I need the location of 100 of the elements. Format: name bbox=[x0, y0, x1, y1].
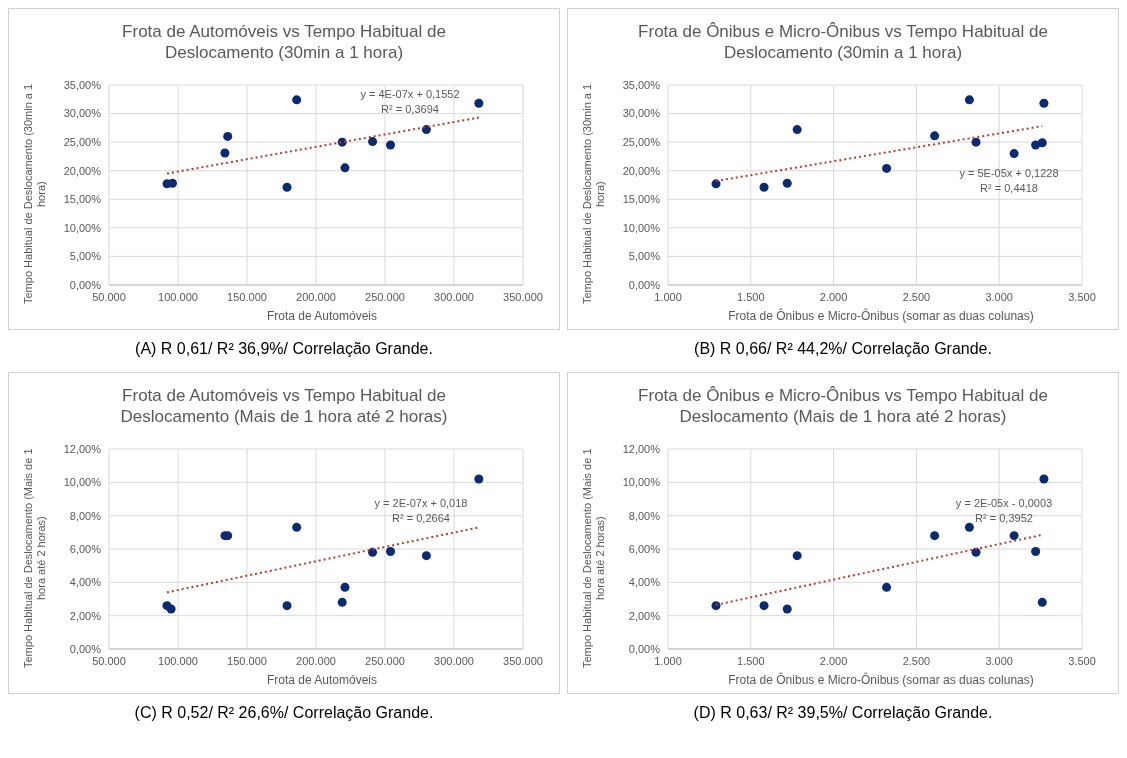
x-tick-label: 50.000 bbox=[92, 290, 126, 303]
y-axis-title: Tempo Habitual de Deslocamento (30min a 1 hora) bbox=[581, 82, 607, 307]
x-tick-label: 200.000 bbox=[296, 654, 336, 667]
chart-title: Frota de Automóveis vs Tempo Habitual de Deslocamento (30min a 1 hora) bbox=[121, 21, 447, 64]
x-tick-label: 3.500 bbox=[1068, 290, 1096, 303]
point bbox=[220, 148, 230, 158]
annotation: y = 2E-07x + 0,018 bbox=[373, 496, 469, 510]
point bbox=[386, 140, 396, 150]
point bbox=[882, 582, 892, 592]
y-tick-label: 8,00% bbox=[628, 509, 661, 522]
point bbox=[292, 522, 302, 532]
point bbox=[971, 137, 981, 147]
x-tick-label: 1.000 bbox=[654, 654, 682, 667]
x-tick-label: 200.000 bbox=[296, 290, 336, 303]
point bbox=[711, 179, 721, 189]
annotation: y = 5E-05x + 0,1228 bbox=[958, 166, 1060, 180]
x-tick-label: 50.000 bbox=[92, 654, 126, 667]
y-tick-label: 12,00% bbox=[622, 442, 661, 455]
point bbox=[782, 178, 792, 188]
x-tick-label: 2.000 bbox=[819, 290, 848, 303]
y-tick-label: 15,00% bbox=[63, 193, 102, 206]
point bbox=[930, 131, 940, 141]
text: (C) R 0,52/ R² 26,6%/ Correlação Grande. bbox=[133, 704, 435, 722]
x-tick-label: 250.000 bbox=[365, 654, 405, 667]
point bbox=[337, 597, 347, 607]
y-tick-label: 4,00% bbox=[69, 576, 102, 589]
x-tick-label: 2.000 bbox=[819, 654, 848, 667]
y-tick-label: 10,00% bbox=[63, 476, 102, 489]
point bbox=[292, 95, 302, 105]
point bbox=[1039, 98, 1049, 108]
y-tick-label: 0,00% bbox=[628, 278, 661, 291]
x-tick-label: 350.000 bbox=[503, 654, 543, 667]
y-tick-label: 35,00% bbox=[63, 78, 102, 91]
y-tick-label: 20,00% bbox=[63, 164, 102, 177]
point bbox=[474, 98, 484, 108]
y-tick-label: 10,00% bbox=[622, 476, 661, 489]
annotation: R² = 0,2664 bbox=[391, 511, 451, 525]
point bbox=[792, 125, 802, 135]
y-tick-label: 0,00% bbox=[628, 642, 661, 655]
y-tick-label: 12,00% bbox=[63, 442, 102, 455]
x-tick-label: 3.000 bbox=[985, 654, 1013, 667]
y-tick-label: 5,00% bbox=[69, 250, 102, 263]
point bbox=[474, 474, 484, 484]
y-tick-label: 0,00% bbox=[69, 642, 102, 655]
point bbox=[782, 604, 792, 614]
x-tick-label: 300.000 bbox=[434, 654, 474, 667]
x-axis-title: Frota de Ônibus e Micro-Ônibus (somar as duas colunas) bbox=[727, 309, 1035, 323]
annotation: R² = 0,4418 bbox=[979, 181, 1039, 195]
point bbox=[759, 182, 769, 192]
chart-title: Frota de Ônibus e Micro-Ônibus vs Tempo Habitual de Deslocamento (Mais de 1 hora até 2 horas) bbox=[637, 385, 1049, 428]
x-tick-label: 1.500 bbox=[737, 654, 765, 667]
x-tick-label: 150.000 bbox=[227, 654, 267, 667]
y-tick-label: 2,00% bbox=[69, 609, 102, 622]
y-tick-label: 4,00% bbox=[628, 576, 661, 589]
x-tick-label: 350.000 bbox=[503, 290, 543, 303]
x-tick-label: 1.500 bbox=[737, 290, 765, 303]
point bbox=[166, 604, 176, 614]
x-tick-label: 100.000 bbox=[158, 290, 198, 303]
x-tick-label: 3.000 bbox=[985, 290, 1013, 303]
y-tick-label: 35,00% bbox=[622, 78, 661, 91]
y-tick-label: 20,00% bbox=[622, 164, 661, 177]
y-axis-title: Tempo Habitual de Deslocamento (Mais de 1 hora até 2 horas) bbox=[22, 447, 48, 670]
point bbox=[1031, 546, 1041, 557]
x-tick-label: 2.500 bbox=[902, 290, 931, 303]
annotation: R² = 0,3952 bbox=[974, 511, 1034, 525]
point bbox=[792, 551, 802, 561]
chart-title: Frota de Automóveis vs Tempo Habitual de Deslocamento (Mais de 1 hora até 2 horas) bbox=[119, 385, 449, 428]
text: (A) R 0,61/ R² 36,9%/ Correlação Grande. bbox=[134, 340, 434, 358]
point bbox=[282, 182, 292, 192]
x-tick-label: 3.500 bbox=[1068, 654, 1096, 667]
y-tick-label: 30,00% bbox=[63, 107, 102, 120]
x-tick-label: 100.000 bbox=[158, 654, 198, 667]
point bbox=[282, 601, 292, 611]
y-tick-label: 0,00% bbox=[69, 278, 102, 291]
annotation: y = 4E-07x + 0,1552 bbox=[359, 87, 461, 101]
point bbox=[340, 163, 350, 173]
point bbox=[421, 551, 431, 561]
chart-title: Frota de Ônibus e Micro-Ônibus vs Tempo Habitual de Deslocamento (30min a 1 hora) bbox=[637, 21, 1049, 64]
y-tick-label: 15,00% bbox=[622, 193, 661, 206]
x-axis-title: Frota de Automóveis bbox=[265, 309, 379, 323]
point bbox=[340, 582, 350, 592]
y-tick-label: 6,00% bbox=[628, 542, 661, 555]
point bbox=[223, 131, 233, 141]
y-axis-title: Tempo Habitual de Deslocamento (Mais de 1 hora até 2 horas) bbox=[581, 447, 607, 670]
point bbox=[759, 601, 769, 611]
point bbox=[1039, 474, 1049, 484]
point bbox=[368, 137, 378, 147]
y-tick-label: 5,00% bbox=[628, 250, 661, 263]
x-tick-label: 150.000 bbox=[227, 290, 267, 303]
point bbox=[882, 163, 892, 173]
text: (B) R 0,66/ R² 44,2%/ Correlação Grande. bbox=[693, 340, 993, 358]
x-tick-label: 300.000 bbox=[434, 290, 474, 303]
x-tick-label: 2.500 bbox=[902, 654, 931, 667]
point bbox=[1037, 138, 1047, 148]
point bbox=[1009, 531, 1019, 541]
y-tick-label: 2,00% bbox=[628, 609, 661, 622]
x-tick-label: 250.000 bbox=[365, 290, 405, 303]
y-tick-label: 10,00% bbox=[622, 221, 661, 234]
point bbox=[1037, 597, 1047, 607]
point bbox=[964, 522, 974, 532]
